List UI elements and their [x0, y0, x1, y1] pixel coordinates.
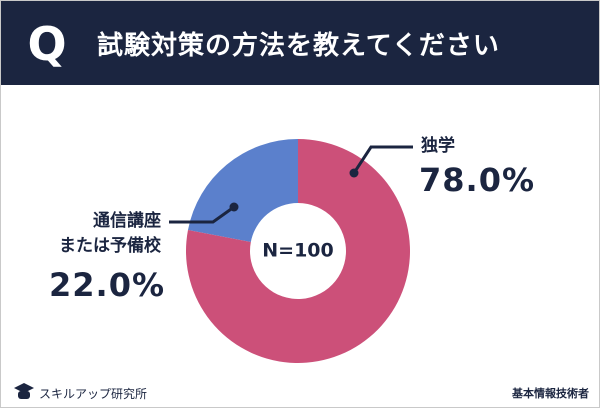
leader-line — [352, 145, 413, 174]
question-label: Q — [27, 17, 67, 71]
value-label: 22.0% — [49, 266, 166, 304]
category-label: 独学 — [421, 136, 455, 156]
donut-segment — [187, 139, 298, 243]
chart: N=100 — [169, 139, 413, 363]
center-label: N=100 — [262, 240, 333, 262]
donut-segment — [185, 139, 410, 363]
category-label: 通信講座 または予備校 — [59, 211, 161, 256]
leader-dot — [349, 168, 359, 178]
leader-lines — [169, 145, 413, 224]
leader-line — [169, 205, 235, 224]
footer-brand: スキルアップ研究所 — [39, 387, 148, 401]
footer-exam: 基本情報技術者 — [512, 387, 589, 400]
header: Q 試験対策の方法を教えてください — [1, 1, 599, 85]
value-label: 78.0% — [419, 161, 536, 199]
brand-icon — [14, 383, 34, 399]
chart-title: 試験対策の方法を教えてください — [97, 31, 500, 61]
leader-dot — [229, 202, 239, 212]
